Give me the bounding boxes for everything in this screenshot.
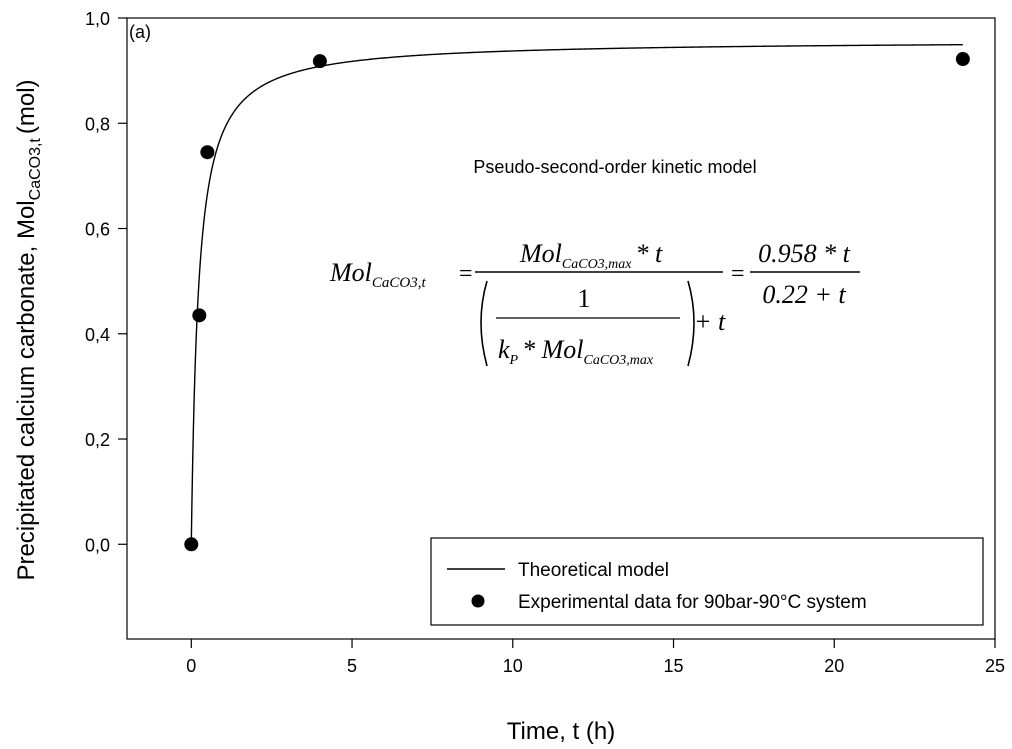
legend: Theoretical model Experimental data for …: [430, 537, 984, 626]
y-tick-label: 0,2: [85, 430, 110, 450]
plot-frame: [126, 17, 996, 640]
equation-den1-one: 1: [578, 284, 591, 313]
equation-den1: kP * MolCaCO3,max: [498, 335, 654, 368]
y-tick-label: 0,8: [85, 114, 110, 134]
equation-num1-base: Mol: [519, 239, 562, 268]
equation-paren-left: [480, 280, 488, 367]
y-axis-ticks: 0,0 0,2 0,4 0,6 0,8 1,0: [85, 9, 127, 555]
data-point: [192, 308, 207, 323]
equation-den1-k-sub: P: [509, 353, 519, 368]
x-tick-label: 15: [664, 656, 684, 676]
series-points-experimental: [184, 52, 970, 552]
equation-den1-k: k: [498, 335, 510, 364]
y-axis-label: Precipitated calcium carbonate, MolCaCO3…: [13, 79, 44, 580]
panel-label: (a): [129, 22, 151, 42]
equation-den1-tail: + t: [694, 307, 726, 336]
y-tick-label: 1,0: [85, 9, 110, 29]
y-axis-label-main: Precipitated calcium carbonate, Mol: [13, 200, 40, 580]
x-tick-label: 0: [186, 656, 196, 676]
equation-eq-2: =: [731, 261, 745, 287]
model-equation: MolCaCO3,t = MolCaCO3,max * t 1 kP * MolCa…: [329, 239, 860, 368]
legend-label-experimental-data: Experimental data for 90bar-90°C system: [518, 592, 867, 613]
legend-label-theoretical-model: Theoretical model: [518, 560, 669, 581]
y-tick-label: 0,6: [85, 220, 110, 240]
equation-lhs-base: Mol: [329, 258, 372, 287]
y-tick-label: 0,4: [85, 325, 110, 345]
data-point: [955, 52, 970, 67]
equation-lhs: MolCaCO3,t: [329, 258, 426, 291]
equation-eq-1: =: [459, 261, 473, 287]
equation-lhs-sub: CaCO3,t: [372, 275, 427, 291]
legend-box: [430, 537, 984, 626]
y-axis-label-unit: (mol): [13, 79, 40, 134]
y-axis-label-subscript: CaCO3,t: [27, 138, 44, 201]
equation-den1-sub: CaCO3,max: [584, 353, 654, 368]
equation-num1-sub: CaCO3,max: [562, 257, 632, 272]
x-axis-ticks: 0 5 10 15 20 25: [186, 639, 1005, 676]
data-point: [312, 54, 327, 69]
x-tick-label: 5: [347, 656, 357, 676]
equation-num2: 0.958 * t: [758, 239, 851, 268]
data-point: [184, 537, 199, 552]
x-tick-label: 25: [985, 656, 1005, 676]
x-tick-label: 20: [824, 656, 844, 676]
equation-den2: 0.22 + t: [762, 280, 846, 309]
series-line-theoretical-model: [190, 43, 963, 545]
equation-num1: MolCaCO3,max * t: [519, 239, 663, 272]
x-axis-label: Time, t (h): [507, 718, 615, 745]
equation-den1-star-mol: * Mol: [522, 335, 583, 364]
data-point: [200, 145, 215, 160]
y-tick-label: 0,0: [85, 535, 110, 555]
legend-point-symbol: [471, 594, 485, 608]
equation-num1-tail: * t: [636, 239, 664, 268]
annotation-title: Pseudo-second-order kinetic model: [473, 157, 756, 177]
equation-paren-right: [687, 280, 695, 367]
x-tick-label: 10: [503, 656, 523, 676]
